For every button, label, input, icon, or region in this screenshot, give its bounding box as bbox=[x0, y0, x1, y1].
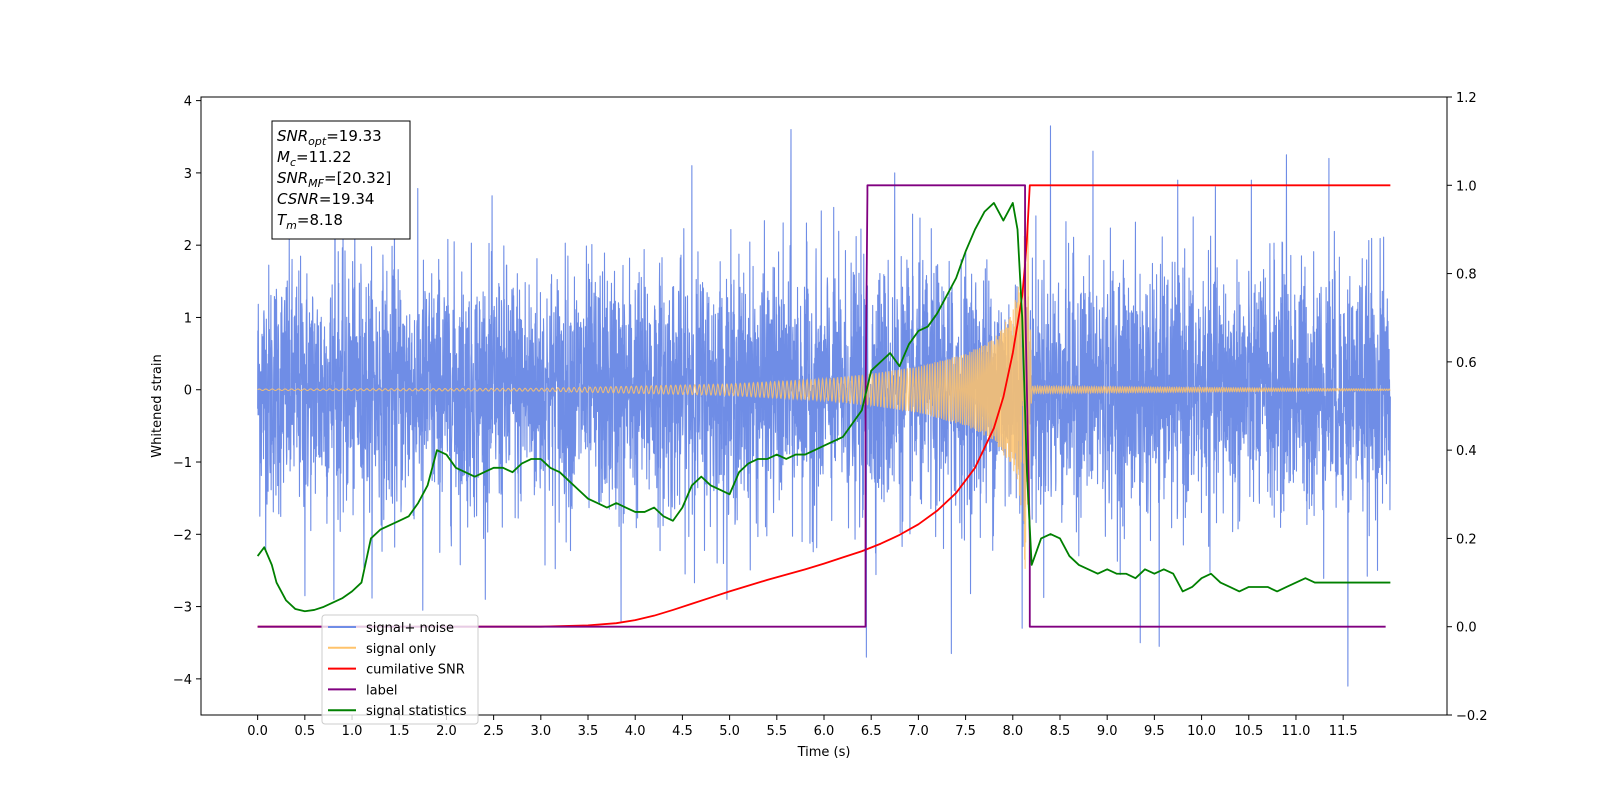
x-tick-label: 8.0 bbox=[1002, 724, 1023, 739]
x-tick-label: 5.5 bbox=[766, 724, 787, 739]
x-tick-label: 4.5 bbox=[672, 724, 693, 739]
annotation-symbol: SNR bbox=[277, 169, 308, 187]
annotation-subscript: MF bbox=[308, 177, 324, 190]
x-tick-label: 4.0 bbox=[625, 724, 646, 739]
annotation-line: SNRopt=19.33 bbox=[277, 127, 382, 148]
x-tick-label: 3.0 bbox=[530, 724, 551, 739]
series-line-signal-only bbox=[257, 210, 1391, 569]
x-tick-label: 10.0 bbox=[1187, 724, 1216, 739]
x-axis: 0.0 0.5 1.0 1.5 2.0 2.5 3.0 3.5 4.0 4.5 5.0 5.5 6.0 6… bbox=[247, 715, 1358, 739]
y-left-tick-label: 1 bbox=[184, 311, 192, 326]
annotation-value: =8.18 bbox=[297, 211, 343, 229]
annotation-symbol: SNR bbox=[277, 127, 308, 145]
x-tick-label: 3.5 bbox=[578, 724, 599, 739]
y-right-tick-label: 0.8 bbox=[1456, 268, 1477, 283]
legend-item: signal+ noise bbox=[328, 621, 454, 636]
annotation-value: =19.34 bbox=[319, 190, 375, 208]
y-left-tick-label: 2 bbox=[184, 239, 192, 254]
x-tick-label: 6.0 bbox=[814, 724, 835, 739]
annotation-symbol: M bbox=[277, 148, 290, 166]
x-tick-label: 0.5 bbox=[294, 724, 315, 739]
series-line-label bbox=[257, 184, 1386, 628]
x-tick-label: 2.5 bbox=[483, 724, 504, 739]
series-line-signal-statistics bbox=[256, 202, 1391, 613]
y-left-tick-label: −3 bbox=[173, 601, 192, 616]
y-left-tick-label: −4 bbox=[173, 673, 192, 688]
stats-annotation-box: SNRopt=19.33Mc=11.22SNRMF=[20.32]CSNR=19… bbox=[271, 120, 411, 240]
x-tick-label: 7.5 bbox=[955, 724, 976, 739]
legend-item: signal statistics bbox=[328, 704, 467, 719]
y-left-tick-label: 4 bbox=[184, 95, 192, 110]
x-tick-label: 10.5 bbox=[1234, 724, 1263, 739]
x-tick-label: 0.0 bbox=[247, 724, 268, 739]
y-right-tick-label: 0.6 bbox=[1456, 356, 1477, 371]
legend-label: signal+ noise bbox=[366, 621, 454, 636]
x-tick-label: 9.5 bbox=[1144, 724, 1165, 739]
legend-label: cumilative SNR bbox=[366, 663, 465, 678]
x-tick-label: 1.5 bbox=[389, 724, 410, 739]
legend-label: signal statistics bbox=[366, 704, 467, 719]
legend-label: signal only bbox=[366, 642, 436, 657]
annotation-symbol: CSNR bbox=[277, 190, 319, 208]
annotation-subscript: opt bbox=[308, 135, 327, 148]
legend-frame bbox=[321, 614, 479, 725]
annotation-value: =[20.32] bbox=[324, 169, 391, 187]
legend-item: signal only bbox=[328, 642, 436, 657]
y-right-tick-label: 1.0 bbox=[1456, 179, 1477, 194]
y-axis-right: 1.2 1.0 0.8 0.6 0.4 0.2 0.0 −0.2 bbox=[1447, 91, 1488, 724]
x-tick-label: 2.0 bbox=[436, 724, 457, 739]
x-tick-label: 6.5 bbox=[861, 724, 882, 739]
legend-item: label bbox=[328, 683, 397, 698]
legend: signal+ noise signal only cumilative SNR la… bbox=[321, 614, 479, 725]
x-tick-label: 11.0 bbox=[1281, 724, 1310, 739]
y-right-tick-label: 0.2 bbox=[1456, 532, 1477, 547]
y-left-tick-label: −1 bbox=[173, 456, 192, 471]
x-tick-label: 1.0 bbox=[342, 724, 363, 739]
x-tick-label: 9.0 bbox=[1097, 724, 1118, 739]
series-layer bbox=[256, 125, 1391, 687]
x-tick-label: 11.5 bbox=[1329, 724, 1358, 739]
y-right-tick-label: 0.0 bbox=[1456, 621, 1477, 636]
y-right-tick-label: −0.2 bbox=[1456, 709, 1488, 724]
y-axis-label: Whitened strain bbox=[150, 354, 165, 457]
series-line-signal-plus-noise bbox=[257, 125, 1391, 687]
annotation-symbol: T bbox=[277, 211, 288, 229]
annotation-value: =19.33 bbox=[326, 127, 382, 145]
y-right-tick-label: 0.4 bbox=[1456, 444, 1477, 459]
y-left-tick-label: 3 bbox=[184, 167, 192, 182]
x-tick-label: 5.0 bbox=[719, 724, 740, 739]
annotation-subscript: c bbox=[290, 156, 296, 169]
x-axis-label: Time (s) bbox=[797, 745, 851, 760]
x-tick-label: 8.5 bbox=[1050, 724, 1071, 739]
legend-label: label bbox=[366, 683, 397, 698]
y-left-tick-label: −2 bbox=[173, 528, 192, 543]
annotation-line: CSNR=19.34 bbox=[277, 190, 374, 208]
annotation-subscript: m bbox=[286, 219, 297, 232]
x-tick-label: 7.0 bbox=[908, 724, 929, 739]
annotation-line: Mc=11.22 bbox=[277, 148, 352, 169]
y-axis-left: 4 3 2 1 0 −1 −2 −3 −4 bbox=[173, 95, 201, 688]
series-line-cumilative-snr bbox=[257, 184, 1391, 628]
y-left-tick-label: 0 bbox=[184, 384, 192, 399]
y-right-tick-label: 1.2 bbox=[1456, 91, 1477, 106]
legend-item: cumilative SNR bbox=[328, 663, 465, 678]
annotation-value: =11.22 bbox=[296, 148, 352, 166]
annotation-line: SNRMF=[20.32] bbox=[277, 169, 391, 190]
annotation-line: Tm=8.18 bbox=[277, 211, 343, 232]
annotation-frame bbox=[271, 120, 411, 240]
